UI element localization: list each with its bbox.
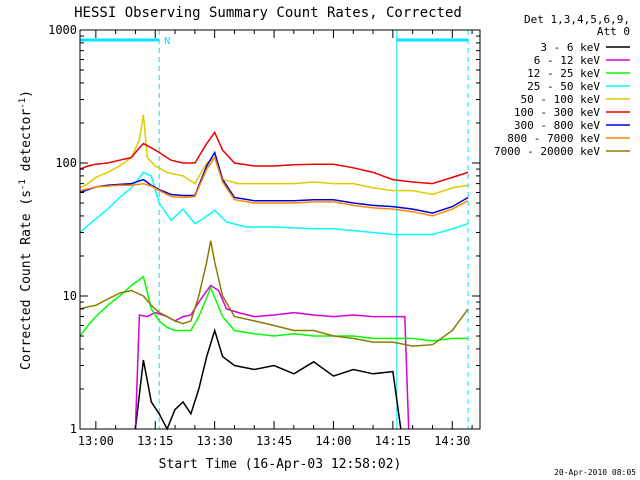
legend-label-5: 50 - 100 keV: [521, 93, 601, 106]
y-tick-label-3: 100: [55, 156, 77, 170]
x-tick-label-2: 13:15: [137, 434, 173, 448]
legend-label-7: 300 - 800 keV: [514, 119, 600, 132]
y-axis-label: Corrected Count Rate (s-1 detector-1): [18, 90, 34, 370]
x-tick-label-4: 13:45: [256, 434, 292, 448]
legend-header-attenuator: Att 0: [597, 25, 630, 38]
x-tick-label-1: 13:00: [78, 434, 114, 448]
legend-label-4: 25 - 50 keV: [527, 80, 600, 93]
x-tick-label-7: 14:30: [434, 434, 470, 448]
series-line-3: [79, 275, 469, 342]
x-tick-label-3: 13:30: [197, 434, 233, 448]
y-axis-label-mid: detector: [19, 109, 34, 180]
series-line-7: [79, 150, 469, 214]
legend-label-8: 800 - 7000 keV: [507, 132, 600, 145]
y-tick-label-1: 1: [70, 422, 77, 436]
legend-label-1: 3 - 6 keV: [540, 41, 600, 54]
chart-title: HESSI Observing Summary Count Rates, Cor…: [74, 5, 462, 21]
legend-header-detectors: Det 1,3,4,5,6,9,: [524, 13, 630, 26]
y-axis-label-sup2: -1: [18, 98, 28, 109]
y-axis-label-sup1: -1: [18, 179, 28, 190]
series-line-4: [79, 171, 469, 236]
x-tick-label-5: 14:00: [315, 434, 351, 448]
y-axis-label-end: ): [19, 90, 34, 98]
night-marker-label: N: [164, 36, 170, 47]
footer-timestamp: 20-Apr-2010 08:05: [554, 468, 636, 477]
series-line-8: [79, 155, 469, 217]
y-tick-label-4: 1000: [48, 23, 77, 37]
x-tick-label-6: 14:15: [375, 434, 411, 448]
series-line-6: [79, 130, 469, 185]
plot-area: N 13:00 13:15 13:30 13:45 14:00 14:15 14:30 1 10…: [48, 23, 481, 448]
series-line-5: [79, 114, 469, 196]
legend-label-9: 7000 - 20000 keV: [494, 145, 600, 158]
plot-frame: [79, 29, 481, 430]
series-line-9: [79, 240, 469, 347]
y-axis-label-main: Corrected Count Rate (s: [19, 190, 34, 370]
y-tick-label-2: 10: [63, 289, 77, 303]
legend-label-6: 100 - 300 keV: [514, 106, 600, 119]
legend-label-3: 12 - 25 keV: [527, 67, 600, 80]
series-line-1: [134, 327, 402, 431]
x-axis-label: Start Time (16-Apr-03 12:58:02): [159, 457, 402, 472]
legend-label-2: 6 - 12 keV: [534, 54, 601, 67]
